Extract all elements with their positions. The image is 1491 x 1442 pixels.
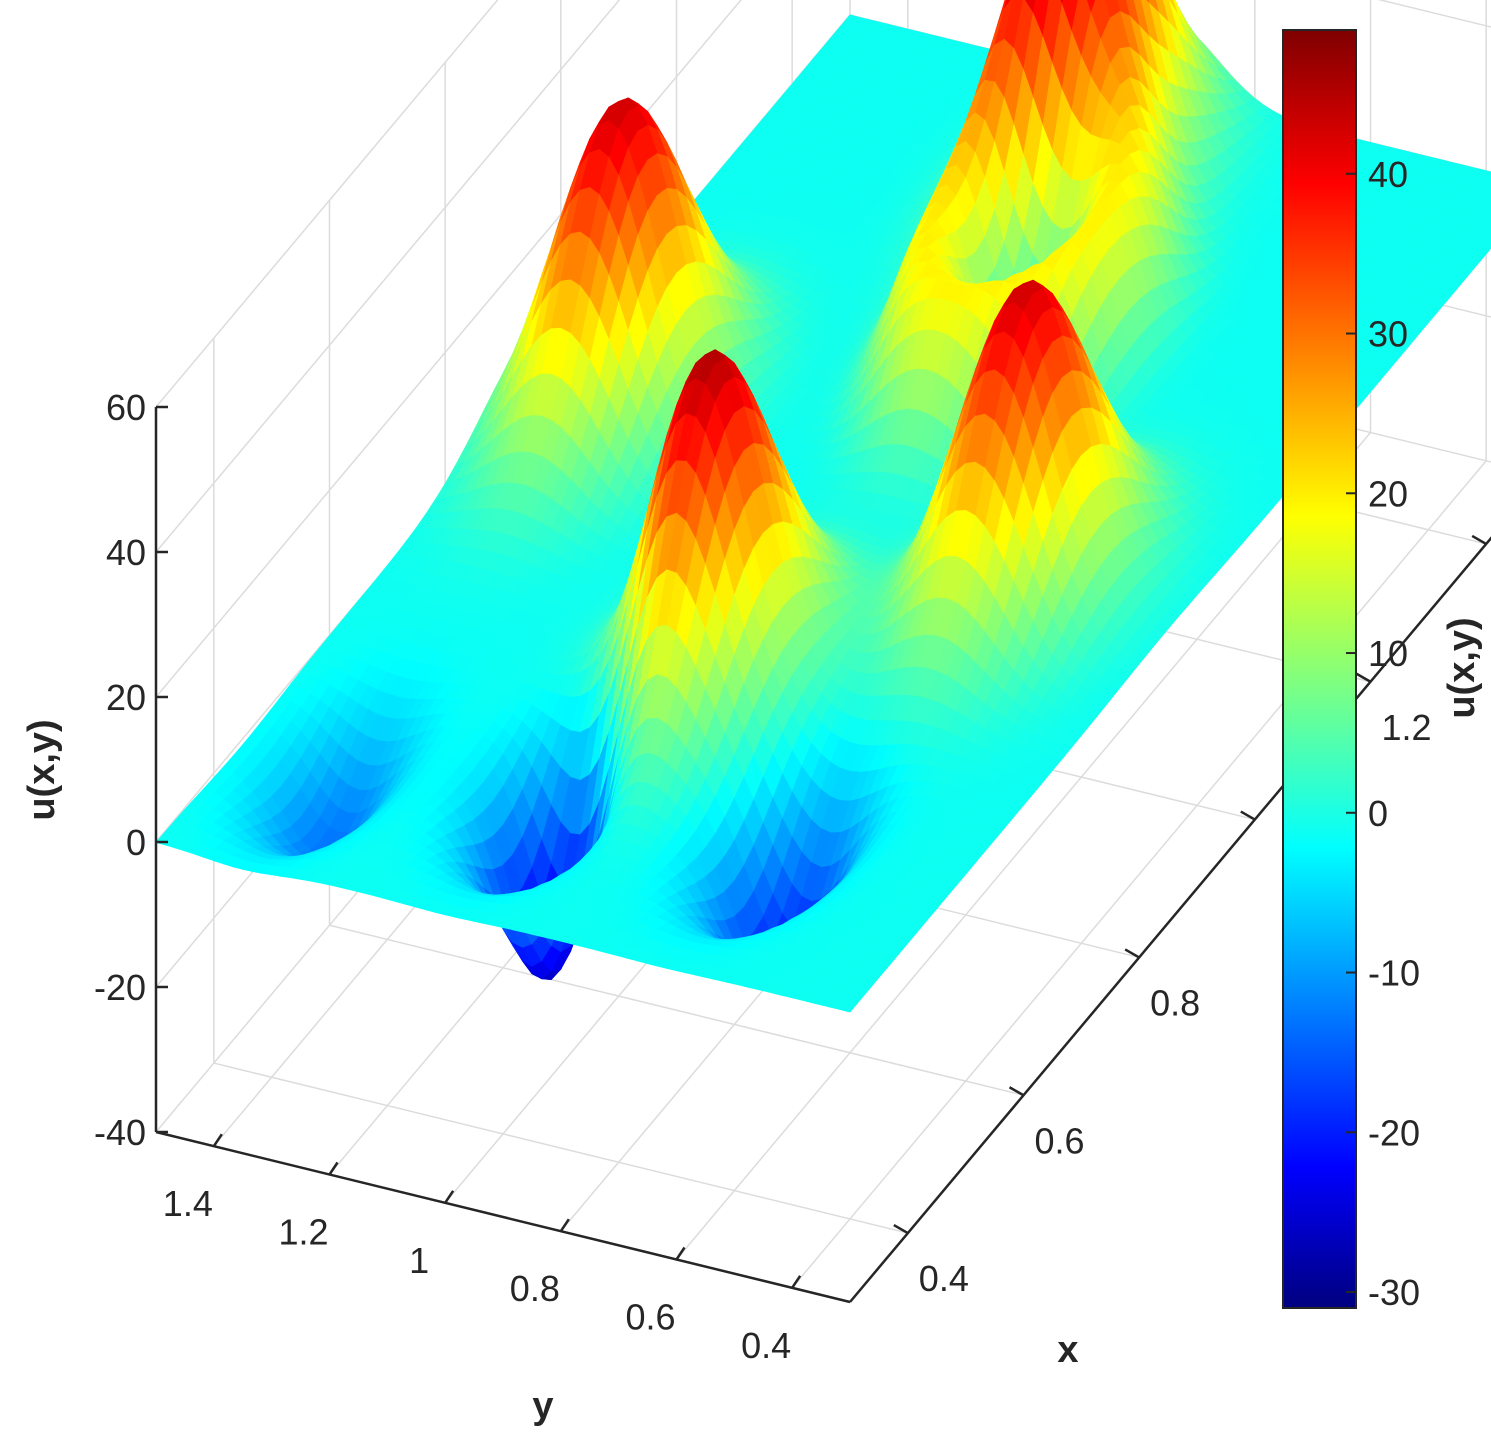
- surface-plot: [155, 0, 1491, 1013]
- surface-patch: [1086, 0, 1097, 15]
- grid-line: [791, 460, 1487, 1289]
- grid-line: [155, 0, 621, 553]
- grid-line: [329, 924, 1024, 1096]
- grid-line: [155, 0, 742, 698]
- grid-line: [155, 0, 499, 408]
- grid-line: [213, 1062, 909, 1234]
- grid-line: [1377, 0, 1491, 28]
- grid-line: [675, 432, 1372, 1260]
